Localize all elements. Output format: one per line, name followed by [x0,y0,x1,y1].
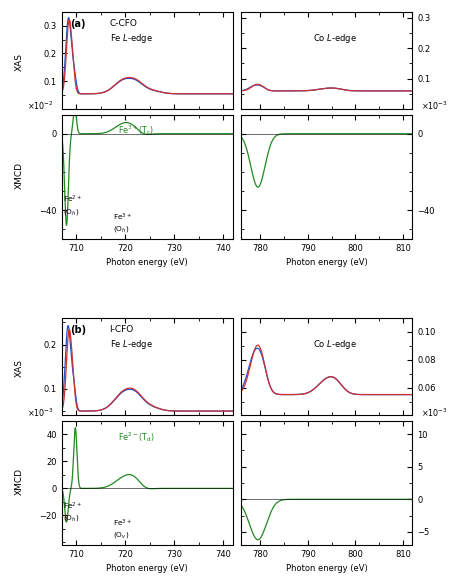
Text: Fe $\it{L}$-edge: Fe $\it{L}$-edge [109,338,152,351]
Text: Fe $\it{L}$-edge: Fe $\it{L}$-edge [109,32,152,45]
Text: $\times 10^{-3}$: $\times 10^{-3}$ [27,406,54,418]
Text: Fe$^{3+}$
(O$_v$): Fe$^{3+}$ (O$_v$) [113,517,132,540]
X-axis label: Photon energy (eV): Photon energy (eV) [106,564,188,573]
Text: Co $\it{L}$-edge: Co $\it{L}$-edge [313,338,357,351]
Text: Fe$^{2+}$
(O$_h$): Fe$^{2+}$ (O$_h$) [64,194,82,217]
X-axis label: Photon energy (eV): Photon energy (eV) [106,258,188,267]
X-axis label: Photon energy (eV): Photon energy (eV) [286,258,368,267]
Text: Fe$^{2-}$(T$_\mathrm{d}$): Fe$^{2-}$(T$_\mathrm{d}$) [118,430,155,444]
Text: XAS: XAS [15,53,23,71]
X-axis label: Photon energy (eV): Photon energy (eV) [286,564,368,573]
Text: I-CFO: I-CFO [109,325,134,334]
Text: $\times 10^{-3}$: $\times 10^{-3}$ [421,406,448,418]
Text: C-CFO: C-CFO [109,19,137,28]
Text: XMCD: XMCD [15,162,23,189]
Text: (b): (b) [70,325,86,335]
Text: $\times 10^{-3}$: $\times 10^{-3}$ [421,100,448,112]
Text: Co $\it{L}$-edge: Co $\it{L}$-edge [313,32,357,45]
Text: $\times 10^{-2}$: $\times 10^{-2}$ [27,100,54,112]
Text: Fe$^{3+}$(T$_\mathrm{c}$): Fe$^{3+}$(T$_\mathrm{c}$) [118,123,154,137]
Text: Fe$^{3+}$
(O$_h$): Fe$^{3+}$ (O$_h$) [113,212,132,234]
Text: XAS: XAS [15,359,23,377]
Text: Fe$^{2+}$
(O$_h$): Fe$^{2+}$ (O$_h$) [64,500,82,523]
Text: XMCD: XMCD [15,468,23,495]
Text: (a): (a) [70,19,86,29]
